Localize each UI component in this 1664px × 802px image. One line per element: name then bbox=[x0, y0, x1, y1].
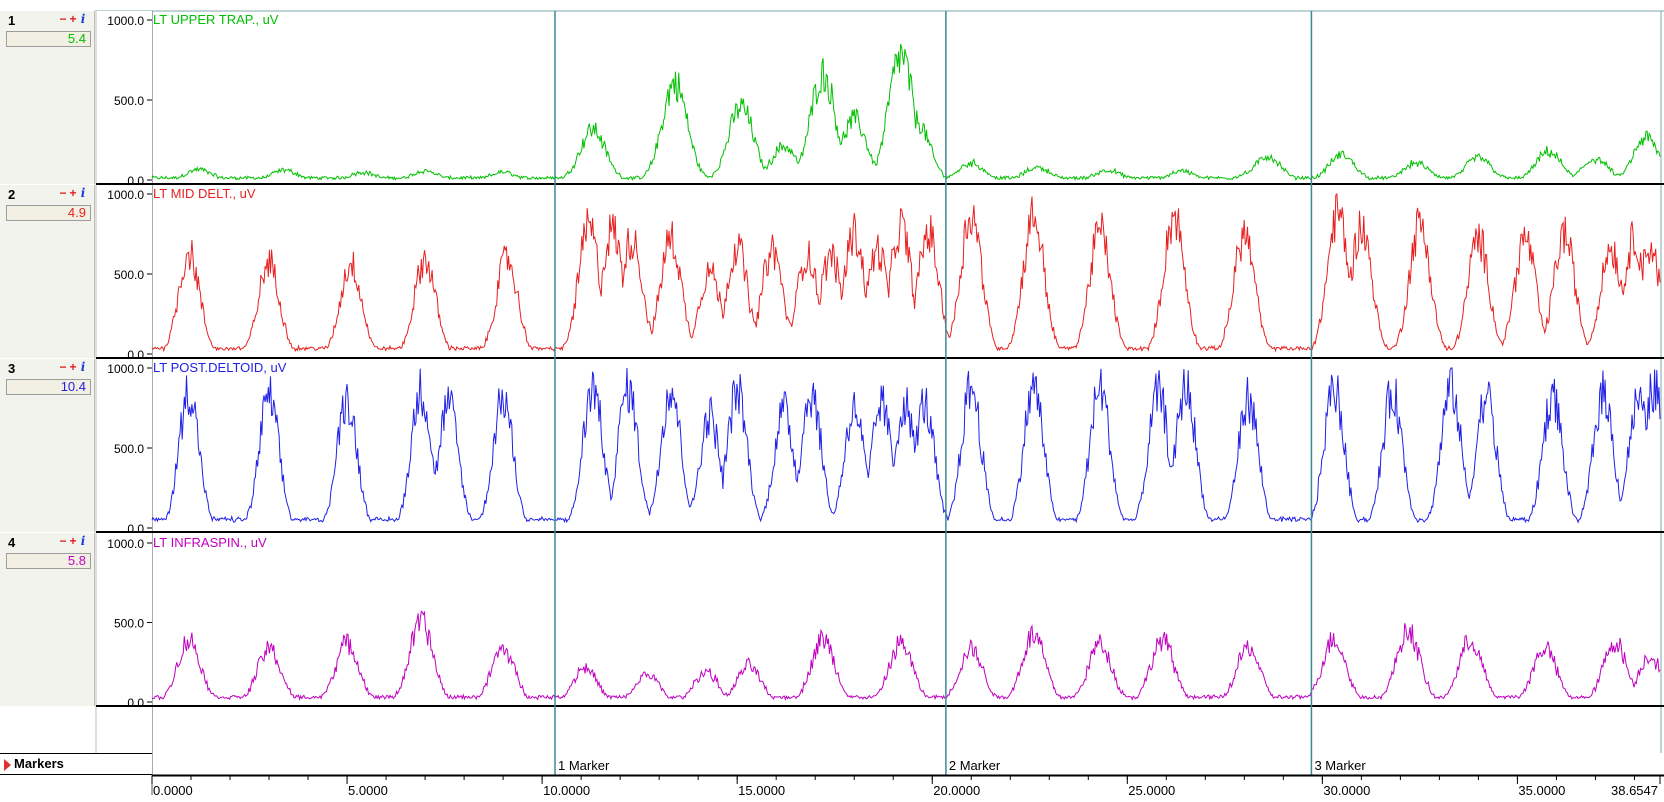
markers-title: Markers bbox=[14, 756, 64, 771]
info-icon[interactable]: i bbox=[80, 12, 86, 26]
y-axis-area bbox=[95, 11, 152, 753]
series-line-1 bbox=[151, 43, 1661, 182]
channel-number: 1 bbox=[8, 13, 16, 28]
y-tick-label: 500.0 bbox=[114, 442, 144, 456]
y-tick-label: 0.0 bbox=[127, 348, 144, 362]
y-tick-label: 500.0 bbox=[114, 268, 144, 282]
x-tick-label: 30.0000 bbox=[1323, 783, 1370, 798]
x-tick-label: 25.0000 bbox=[1128, 783, 1175, 798]
y-tick-label: 1000.0 bbox=[107, 188, 144, 202]
y-tick-label: 0.0 bbox=[127, 696, 144, 710]
channel-controls: − + i bbox=[58, 12, 88, 26]
channel-controls: − + i bbox=[58, 186, 88, 200]
zoom-in-button[interactable]: + bbox=[69, 534, 77, 548]
channel-name-label: LT INFRASPIN., uV bbox=[153, 535, 267, 550]
y-tick-label: 1000.0 bbox=[107, 14, 144, 28]
markers-panel[interactable]: Markers bbox=[0, 753, 152, 775]
info-icon[interactable]: i bbox=[80, 186, 86, 200]
series-line-4 bbox=[151, 610, 1661, 701]
marker-label-1[interactable]: 1 Marker bbox=[558, 758, 610, 773]
marker-label-2[interactable]: 2 Marker bbox=[949, 758, 1001, 773]
series-line-3 bbox=[151, 367, 1661, 524]
channel-number: 2 bbox=[8, 187, 16, 202]
x-tick-label: 15.0000 bbox=[738, 783, 785, 798]
x-tick-label: 38.6547 bbox=[1611, 783, 1658, 798]
y-tick-label: 0.0 bbox=[127, 522, 144, 536]
channel-number: 4 bbox=[8, 535, 16, 550]
channel-controls: − + i bbox=[58, 360, 88, 374]
zoom-out-button[interactable]: − bbox=[59, 186, 67, 200]
channel-value[interactable]: 4.9 bbox=[6, 205, 91, 221]
info-icon[interactable]: i bbox=[80, 360, 86, 374]
x-tick-label: 5.0000 bbox=[348, 783, 388, 798]
y-tick-label: 1000.0 bbox=[107, 362, 144, 376]
channel-name-label: LT MID DELT., uV bbox=[153, 186, 256, 201]
zoom-in-button[interactable]: + bbox=[69, 12, 77, 26]
channel-panel-1[interactable]: 1 − + i 5.4 bbox=[0, 11, 95, 184]
channel-value[interactable]: 5.8 bbox=[6, 553, 91, 569]
channel-value[interactable]: 10.4 bbox=[6, 379, 91, 395]
y-tick-label: 1000.0 bbox=[107, 537, 144, 551]
channel-controls: − + i bbox=[58, 534, 88, 548]
y-tick-label: 500.0 bbox=[114, 617, 144, 631]
channel-name-label: LT UPPER TRAP., uV bbox=[153, 12, 279, 27]
info-icon[interactable]: i bbox=[80, 534, 86, 548]
zoom-in-button[interactable]: + bbox=[69, 360, 77, 374]
channel-panel-2[interactable]: 2 − + i 4.9 bbox=[0, 185, 95, 358]
zoom-out-button[interactable]: − bbox=[59, 12, 67, 26]
channel-name-label: LT POST.DELTOID, uV bbox=[153, 360, 287, 375]
x-tick-label: 10.0000 bbox=[543, 783, 590, 798]
expand-triangle-icon[interactable] bbox=[4, 759, 11, 771]
channel-number: 3 bbox=[8, 361, 16, 376]
channel-panel-3[interactable]: 3 − + i 10.4 bbox=[0, 359, 95, 532]
channel-value[interactable]: 5.4 bbox=[6, 31, 91, 47]
x-tick-label: 20.0000 bbox=[933, 783, 980, 798]
x-tick-label: 35.0000 bbox=[1518, 783, 1565, 798]
series-line-2 bbox=[151, 192, 1661, 353]
x-tick-label: 0.0000 bbox=[153, 783, 193, 798]
y-tick-label: 500.0 bbox=[114, 94, 144, 108]
zoom-out-button[interactable]: − bbox=[59, 534, 67, 548]
y-tick-label: 0.0 bbox=[127, 174, 144, 188]
marker-label-3[interactable]: 3 Marker bbox=[1314, 758, 1366, 773]
zoom-out-button[interactable]: − bbox=[59, 360, 67, 374]
channel-panel-4[interactable]: 4 − + i 5.8 bbox=[0, 533, 95, 706]
zoom-in-button[interactable]: + bbox=[69, 186, 77, 200]
